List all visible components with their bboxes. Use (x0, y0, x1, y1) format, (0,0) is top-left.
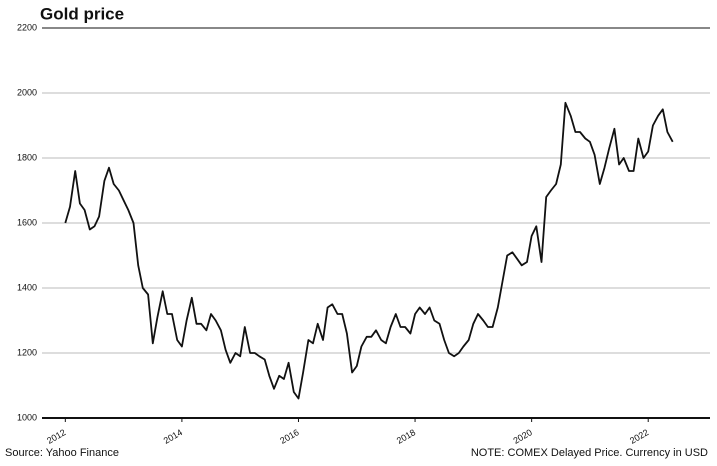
y-tick-label: 1800 (17, 152, 37, 162)
y-tick-label: 1600 (17, 217, 37, 227)
x-tick-label: 2016 (278, 427, 300, 446)
x-tick-label: 2020 (511, 427, 533, 446)
source: Source: Yahoo Finance (5, 447, 119, 459)
y-tick-label: 1400 (17, 282, 37, 292)
x-tick-label: 2022 (628, 427, 650, 446)
x-tick-label: 2018 (395, 427, 417, 446)
y-tick-label: 1200 (17, 347, 37, 357)
price-line (64, 101, 674, 400)
y-tick-label: 2200 (17, 22, 37, 32)
x-tick-label: 2014 (162, 427, 184, 446)
y-tick-label: 2000 (17, 87, 37, 97)
note: NOTE: COMEX Delayed Price. Currency in U… (471, 447, 708, 459)
x-tick-label: 2012 (45, 427, 67, 446)
chart-title: Gold price (40, 4, 124, 23)
y-tick-label: 1000 (17, 412, 37, 422)
